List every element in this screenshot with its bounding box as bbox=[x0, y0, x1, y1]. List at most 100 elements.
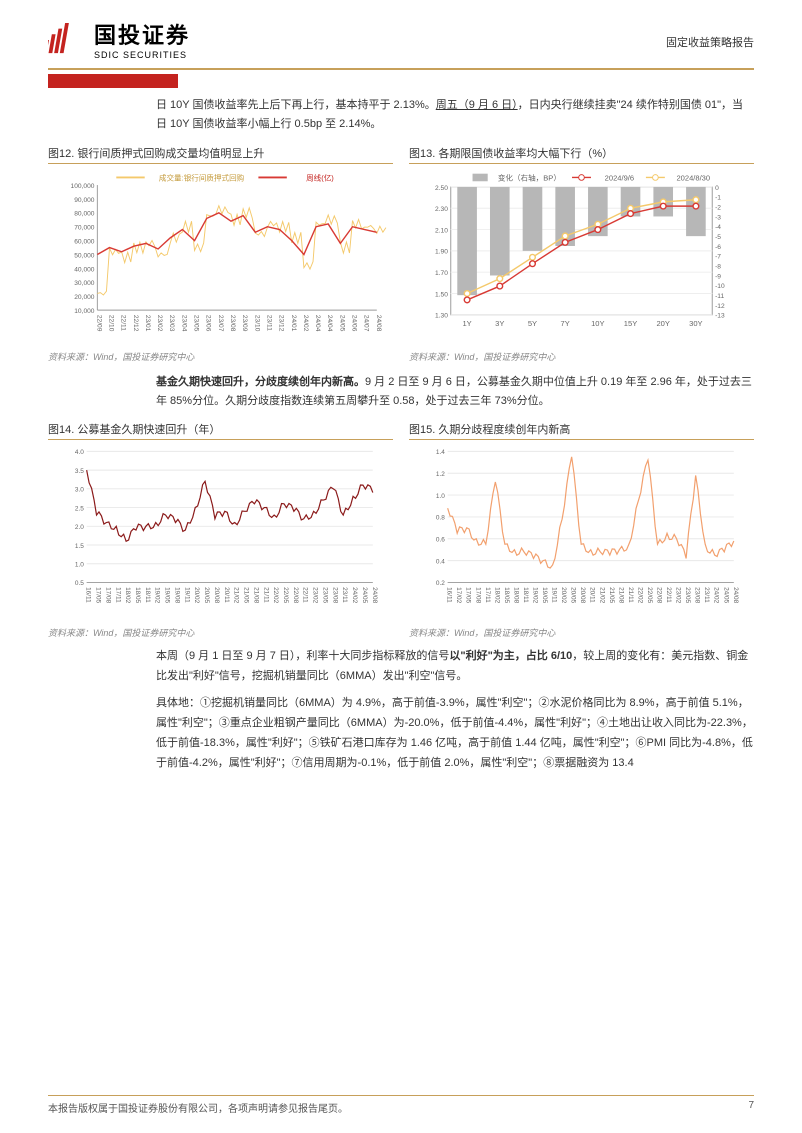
svg-text:1.30: 1.30 bbox=[435, 313, 448, 320]
svg-text:1.4: 1.4 bbox=[436, 449, 445, 456]
logo: 国投证券 SDIC SECURITIES bbox=[48, 18, 190, 60]
chart12-title: 图12. 银行间质押式回购成交量均值明显上升 bbox=[48, 145, 393, 164]
charts-row-2: 图14. 公募基金久期快速回升（年） 0.51.01.52.02.53.03.5… bbox=[48, 421, 754, 639]
svg-text:2.30: 2.30 bbox=[435, 206, 448, 213]
svg-text:2024/9/6: 2024/9/6 bbox=[605, 174, 634, 183]
chart15-title: 图15. 久期分歧程度续创年内新高 bbox=[409, 421, 754, 440]
chart15-source: 资料来源：Wind，国投证券研究中心 bbox=[409, 626, 754, 639]
svg-text:24/04: 24/04 bbox=[314, 315, 321, 332]
red-accent-bar bbox=[48, 74, 178, 88]
svg-text:70,000: 70,000 bbox=[74, 225, 95, 232]
svg-text:周线(亿): 周线(亿) bbox=[306, 173, 334, 183]
svg-text:17/11: 17/11 bbox=[484, 587, 491, 603]
svg-text:24/05: 24/05 bbox=[361, 587, 368, 604]
svg-text:4.0: 4.0 bbox=[75, 449, 84, 456]
svg-text:19/11: 19/11 bbox=[183, 587, 190, 603]
svg-text:23/05: 23/05 bbox=[321, 587, 328, 604]
chart14-title: 图14. 公募基金久期快速回升（年） bbox=[48, 421, 393, 440]
svg-text:23/04: 23/04 bbox=[180, 315, 187, 332]
chart14-svg: 0.51.01.52.02.53.03.54.016/1117/0517/081… bbox=[48, 444, 393, 624]
svg-text:20,000: 20,000 bbox=[74, 294, 95, 301]
svg-text:-13: -13 bbox=[715, 313, 725, 320]
svg-text:5Y: 5Y bbox=[528, 320, 537, 329]
svg-text:21/02: 21/02 bbox=[598, 587, 605, 604]
svg-text:0.6: 0.6 bbox=[436, 536, 445, 543]
svg-text:-3: -3 bbox=[715, 215, 721, 222]
svg-text:20/05: 20/05 bbox=[203, 587, 210, 604]
svg-text:0: 0 bbox=[715, 185, 719, 192]
svg-text:24/05: 24/05 bbox=[722, 587, 729, 604]
svg-text:30,000: 30,000 bbox=[74, 281, 95, 288]
svg-text:22/09: 22/09 bbox=[95, 315, 102, 332]
svg-text:23/11: 23/11 bbox=[703, 587, 710, 603]
svg-text:23/01: 23/01 bbox=[144, 315, 151, 332]
svg-text:-1: -1 bbox=[715, 195, 721, 202]
svg-text:1.70: 1.70 bbox=[435, 270, 448, 277]
svg-text:18/11: 18/11 bbox=[522, 587, 529, 603]
page-header: 国投证券 SDIC SECURITIES 固定收益策略报告 bbox=[0, 0, 802, 64]
svg-text:-4: -4 bbox=[715, 225, 721, 232]
paragraph-3: 具体地：①挖掘机销量同比（6MMA）为 4.9%，高于前值-3.9%，属性"利空… bbox=[156, 694, 754, 773]
svg-text:20/11: 20/11 bbox=[589, 587, 596, 603]
chart15-block: 图15. 久期分歧程度续创年内新高 0.20.40.60.81.01.21.41… bbox=[409, 421, 754, 639]
svg-text:3.5: 3.5 bbox=[75, 468, 84, 475]
svg-text:15Y: 15Y bbox=[624, 320, 637, 329]
mid-paragraph: 基金久期快速回升，分歧度续创年内新高。9 月 2 日至 9 月 6 日，公募基金… bbox=[156, 373, 754, 410]
chart15-svg: 0.20.40.60.81.01.21.416/1117/0217/0517/0… bbox=[409, 444, 754, 624]
svg-text:21/05: 21/05 bbox=[608, 587, 615, 604]
chart12-block: 图12. 银行间质押式回购成交量均值明显上升 成交量:银行间质押式回购周线(亿)… bbox=[48, 145, 393, 363]
chart12-svg: 成交量:银行间质押式回购周线(亿)10,00020,00030,00040,00… bbox=[48, 168, 393, 348]
svg-text:23/05: 23/05 bbox=[193, 315, 200, 332]
svg-text:23/08: 23/08 bbox=[694, 587, 701, 604]
svg-text:1.50: 1.50 bbox=[435, 292, 448, 299]
svg-text:24/04: 24/04 bbox=[326, 315, 333, 332]
svg-text:-10: -10 bbox=[715, 284, 725, 291]
svg-text:18/02: 18/02 bbox=[493, 587, 500, 604]
chart14-source: 资料来源：Wind，国投证券研究中心 bbox=[48, 626, 393, 639]
svg-text:20/02: 20/02 bbox=[193, 587, 200, 604]
svg-text:20/11: 20/11 bbox=[223, 587, 230, 603]
chart13-block: 图13. 各期限国债收益率均大幅下行（%） 变化（右轴，BP）2024/9/62… bbox=[409, 145, 754, 363]
svg-text:24/08: 24/08 bbox=[371, 587, 378, 604]
svg-text:22/11: 22/11 bbox=[665, 587, 672, 603]
svg-text:21/02: 21/02 bbox=[233, 587, 240, 604]
svg-text:17/08: 17/08 bbox=[104, 587, 111, 604]
svg-text:19/02: 19/02 bbox=[154, 587, 161, 604]
svg-text:21/08: 21/08 bbox=[617, 587, 624, 604]
svg-text:0.2: 0.2 bbox=[436, 580, 445, 587]
svg-text:19/05: 19/05 bbox=[541, 587, 548, 604]
svg-text:23/12: 23/12 bbox=[278, 315, 285, 332]
svg-text:21/11: 21/11 bbox=[627, 587, 634, 603]
chart13-source: 资料来源：Wind，国投证券研究中心 bbox=[409, 350, 754, 363]
svg-text:17/11: 17/11 bbox=[114, 587, 121, 603]
svg-text:10,000: 10,000 bbox=[74, 308, 95, 315]
content-area: 日 10Y 国债收益率先上后下再上行，基本持平于 2.13%。周五（9 月 6 … bbox=[0, 88, 802, 774]
svg-text:-9: -9 bbox=[715, 274, 721, 281]
page-number: 7 bbox=[748, 1100, 754, 1115]
logo-text-en: SDIC SECURITIES bbox=[94, 50, 190, 60]
svg-text:-5: -5 bbox=[715, 234, 721, 241]
svg-text:20/08: 20/08 bbox=[213, 587, 220, 604]
svg-text:24/05: 24/05 bbox=[338, 315, 345, 332]
svg-text:23/10: 23/10 bbox=[253, 315, 260, 332]
intro-paragraph: 日 10Y 国债收益率先上后下再上行，基本持平于 2.13%。周五（9 月 6 … bbox=[156, 96, 754, 133]
svg-text:22/02: 22/02 bbox=[272, 587, 279, 604]
svg-text:20/05: 20/05 bbox=[570, 587, 577, 604]
svg-text:20Y: 20Y bbox=[656, 320, 669, 329]
svg-text:-11: -11 bbox=[715, 293, 724, 300]
svg-text:23/02: 23/02 bbox=[312, 587, 319, 604]
svg-text:22/05: 22/05 bbox=[282, 587, 289, 604]
svg-text:23/06: 23/06 bbox=[205, 315, 212, 332]
svg-text:2024/8/30: 2024/8/30 bbox=[676, 174, 710, 183]
svg-text:1.0: 1.0 bbox=[75, 561, 84, 568]
svg-text:22/11: 22/11 bbox=[302, 587, 309, 603]
svg-text:19/08: 19/08 bbox=[173, 587, 180, 604]
svg-text:24/02: 24/02 bbox=[713, 587, 720, 604]
svg-text:0.5: 0.5 bbox=[75, 580, 84, 587]
svg-text:2.10: 2.10 bbox=[435, 228, 448, 235]
svg-text:18/02: 18/02 bbox=[124, 587, 131, 604]
svg-text:17/05: 17/05 bbox=[465, 587, 472, 604]
footer-copyright: 本报告版权属于国投证券股份有限公司，各项声明请参见报告尾页。 bbox=[48, 1100, 348, 1115]
svg-text:1.5: 1.5 bbox=[75, 543, 84, 550]
logo-icon bbox=[48, 23, 86, 55]
